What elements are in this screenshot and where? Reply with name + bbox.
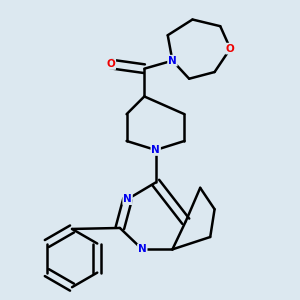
Text: N: N: [123, 194, 132, 204]
Text: O: O: [226, 44, 235, 54]
Text: N: N: [151, 145, 160, 155]
Text: N: N: [168, 56, 177, 66]
Text: N: N: [138, 244, 147, 254]
Text: O: O: [106, 59, 115, 69]
